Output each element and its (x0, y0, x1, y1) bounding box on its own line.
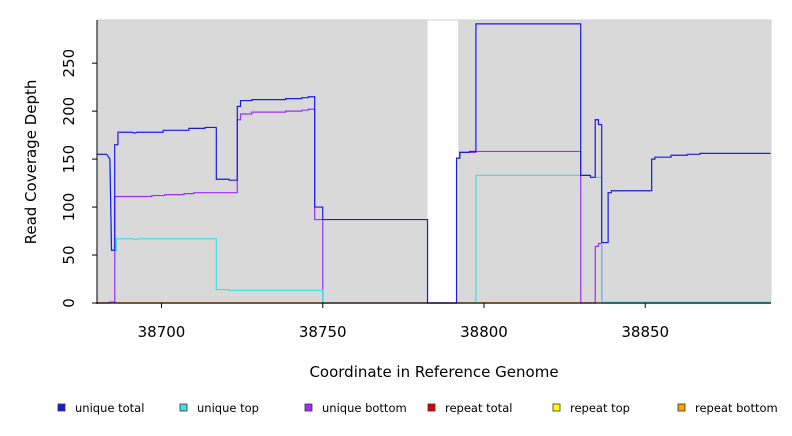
legend-swatch (57, 403, 66, 412)
x-axis-label: Coordinate in Reference Genome (309, 363, 558, 381)
background-bands (97, 20, 771, 303)
y-tick-label: 200 (60, 97, 78, 126)
legend-label: unique total (75, 401, 144, 415)
background-band-1 (97, 20, 428, 303)
legend-label: repeat bottom (695, 401, 778, 415)
legend-item-unique-bottom: unique bottom (304, 401, 407, 415)
y-tick-label: 50 (60, 245, 78, 264)
legend: unique total unique top unique bottom repea… (57, 401, 778, 415)
legend-swatch (179, 403, 188, 412)
legend-swatch (304, 403, 313, 412)
y-tick-label: 0 (60, 298, 78, 308)
legend-item-unique-total: unique total (57, 401, 144, 415)
legend-label: repeat total (445, 401, 512, 415)
x-tick-label: 38800 (460, 323, 508, 341)
y-tick-label: 250 (60, 49, 78, 78)
x-tick-label: 38850 (621, 323, 669, 341)
y-tick-label: 100 (60, 193, 78, 222)
legend-swatch (552, 403, 561, 412)
legend-item-repeat-top: repeat top (552, 401, 630, 415)
legend-item-unique-top: unique top (179, 401, 259, 415)
series-line-unique-bottom (97, 108, 771, 304)
y-tick-label: 150 (60, 145, 78, 174)
legend-swatch (427, 403, 436, 412)
legend-item-repeat-total: repeat total (427, 401, 512, 415)
legend-label: unique top (197, 401, 259, 415)
legend-label: repeat top (570, 401, 630, 415)
background-band-2 (458, 20, 771, 303)
x-tick-label: 38750 (299, 323, 347, 341)
legend-swatch (677, 403, 686, 412)
axes: 0 50 100 150 200 250 38700 38750 38800 38850 (60, 19, 772, 341)
legend-item-repeat-bottom: repeat bottom (677, 401, 778, 415)
series-line-unique-total (97, 23, 771, 304)
x-tick-label: 38700 (138, 323, 186, 341)
y-axis-label: Read Coverage Depth (22, 80, 40, 245)
legend-label: unique bottom (322, 401, 407, 415)
